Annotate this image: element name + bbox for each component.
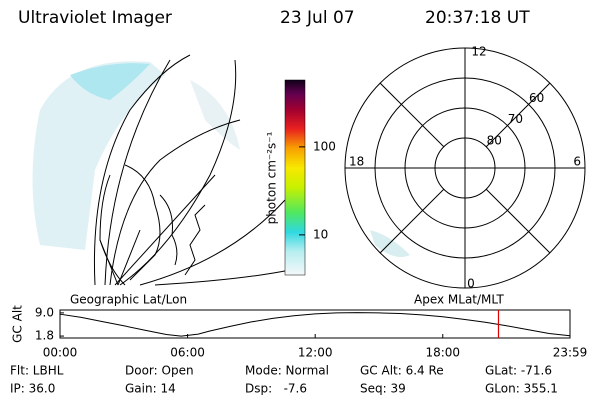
- info-field: IP: 36.0: [10, 382, 55, 396]
- altitude-line: [59, 312, 571, 337]
- info-field: GLon: 355.1: [485, 382, 558, 396]
- time: 20:37:18 UT: [425, 8, 530, 28]
- title: Ultraviolet Imager: [18, 8, 172, 28]
- x-tick-label: 00:00: [43, 346, 78, 360]
- colorbar-label: photon cm⁻²s⁻¹: [265, 131, 279, 224]
- x-tick-label: 23:59: [553, 346, 588, 360]
- lat-label: 60: [529, 91, 544, 105]
- geographic-image: [32, 54, 291, 286]
- footer: Flt: LBHL Door: Open Mode: Normal GC Alt: 6…: [10, 364, 558, 396]
- colorbar: [284, 79, 306, 276]
- altitude-plot: GC Alt 1.8 9.0 00:00 06:00 12:00 18:00 23:59: [11, 305, 588, 360]
- colorbar-tick-label: 10: [313, 227, 328, 241]
- y-axis-label: GC Alt: [11, 305, 25, 343]
- colorbar-tick-label: 100: [313, 139, 336, 153]
- info-field: Door: Open: [125, 364, 194, 378]
- lat-label: 70: [508, 112, 523, 126]
- left-caption: Geographic Lat/Lon: [70, 293, 187, 307]
- info-field: Seq: 39: [360, 382, 406, 396]
- meridian: [379, 82, 445, 148]
- x-tick-label: 06:00: [170, 346, 205, 360]
- info-field: Gain: 14: [125, 382, 176, 396]
- info-field: GC Alt: 6.4 Re: [360, 364, 444, 378]
- hour-label: 0: [467, 277, 475, 291]
- hour-label: 12: [471, 45, 486, 59]
- info-field: GLat: -71.6: [485, 364, 552, 378]
- info-field: Dsp: -7.6: [245, 382, 307, 396]
- x-tick-label: 12:00: [298, 346, 333, 360]
- hour-label: 6: [573, 155, 581, 169]
- meridian: [485, 82, 551, 148]
- lat-label: 80: [487, 133, 502, 147]
- y-tick-label: 9.0: [35, 305, 54, 319]
- hour-label: 18: [349, 155, 364, 169]
- date: 23 Jul 07: [280, 8, 355, 28]
- polar-caption: Apex MLat/MLT: [414, 293, 504, 307]
- meridian: [485, 188, 551, 254]
- info-field: Mode: Normal: [245, 364, 329, 378]
- info-field: Flt: LBHL: [10, 364, 64, 378]
- x-tick-label: 18:00: [425, 346, 460, 360]
- y-tick-label: 1.8: [35, 329, 54, 343]
- meridian: [379, 188, 445, 254]
